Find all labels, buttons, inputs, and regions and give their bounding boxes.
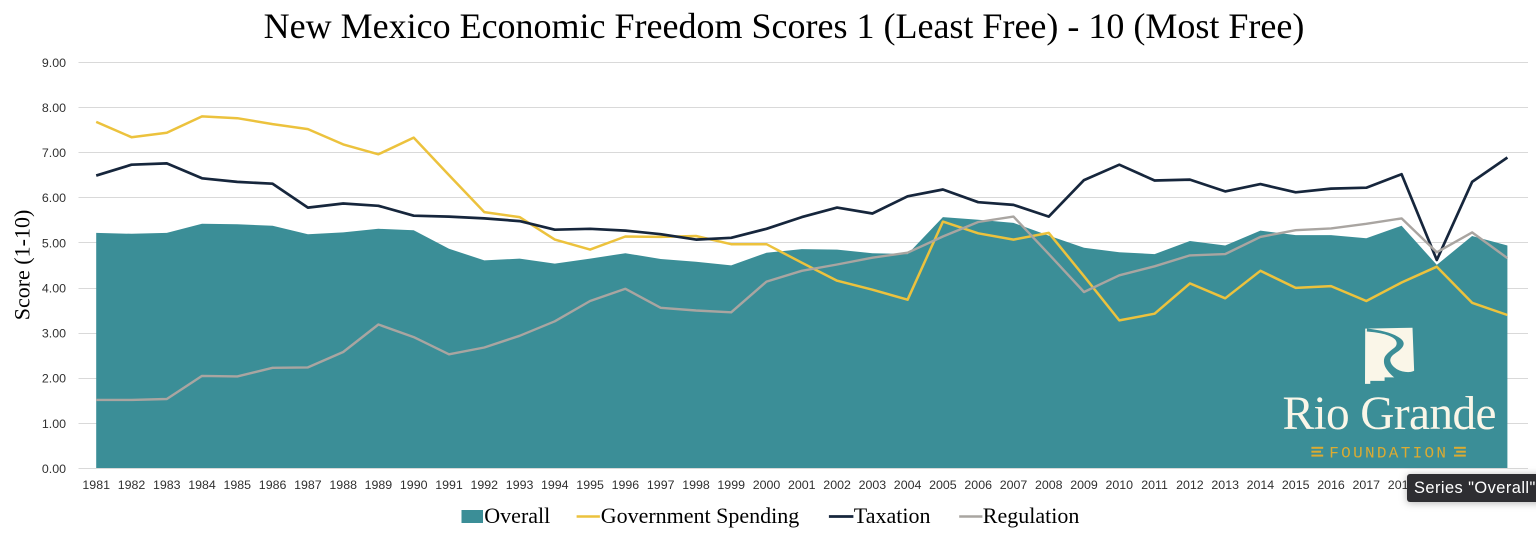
svg-text:2017: 2017 [1353, 478, 1381, 492]
svg-text:Government Spending: Government Spending [601, 503, 800, 528]
svg-text:3.00: 3.00 [42, 327, 66, 341]
svg-text:2015: 2015 [1282, 478, 1310, 492]
svg-text:1984: 1984 [188, 478, 216, 492]
svg-text:2008: 2008 [1035, 478, 1063, 492]
svg-text:1996: 1996 [612, 478, 640, 492]
svg-text:1994: 1994 [541, 478, 569, 492]
svg-text:1998: 1998 [682, 478, 710, 492]
svg-text:Rio Grande: Rio Grande [1283, 388, 1497, 440]
svg-text:1.00: 1.00 [42, 417, 66, 431]
svg-text:1993: 1993 [506, 478, 534, 492]
svg-text:1982: 1982 [118, 478, 146, 492]
svg-text:2000: 2000 [753, 478, 781, 492]
svg-text:1988: 1988 [329, 478, 357, 492]
svg-text:2007: 2007 [1000, 478, 1028, 492]
svg-text:Score (1-10): Score (1-10) [10, 210, 35, 321]
svg-text:2.00: 2.00 [42, 372, 66, 386]
svg-text:1990: 1990 [400, 478, 428, 492]
svg-text:9.00: 9.00 [42, 56, 66, 70]
svg-text:1985: 1985 [224, 478, 252, 492]
svg-text:6.00: 6.00 [42, 191, 66, 205]
svg-text:FOUNDATION: FOUNDATION [1329, 444, 1448, 462]
svg-text:2009: 2009 [1070, 478, 1098, 492]
svg-text:2005: 2005 [929, 478, 957, 492]
svg-text:1987: 1987 [294, 478, 322, 492]
svg-text:2016: 2016 [1317, 478, 1345, 492]
svg-text:1991: 1991 [435, 478, 463, 492]
svg-text:2004: 2004 [894, 478, 922, 492]
svg-text:Regulation: Regulation [983, 503, 1080, 528]
svg-text:Series "Overall": Series "Overall" [1414, 479, 1536, 497]
svg-text:1997: 1997 [647, 478, 675, 492]
svg-text:2001: 2001 [788, 478, 816, 492]
svg-text:4.00: 4.00 [42, 282, 66, 296]
svg-text:New Mexico Economic Freedom Sc: New Mexico Economic Freedom Scores 1 (Le… [264, 6, 1305, 46]
svg-text:2014: 2014 [1247, 478, 1275, 492]
svg-text:5.00: 5.00 [42, 236, 66, 250]
svg-text:1992: 1992 [471, 478, 499, 492]
svg-text:7.00: 7.00 [42, 146, 66, 160]
svg-text:Taxation: Taxation [854, 503, 931, 528]
svg-text:2010: 2010 [1106, 478, 1134, 492]
svg-text:2011: 2011 [1141, 478, 1168, 492]
svg-text:Overall: Overall [484, 503, 550, 528]
svg-text:2006: 2006 [964, 478, 992, 492]
svg-text:1999: 1999 [717, 478, 745, 492]
svg-text:2002: 2002 [823, 478, 851, 492]
svg-text:1989: 1989 [365, 478, 393, 492]
svg-text:1995: 1995 [576, 478, 604, 492]
svg-text:1986: 1986 [259, 478, 287, 492]
svg-text:0.00: 0.00 [42, 462, 66, 476]
svg-text:2013: 2013 [1211, 478, 1239, 492]
svg-text:2012: 2012 [1176, 478, 1204, 492]
svg-text:2003: 2003 [859, 478, 887, 492]
svg-text:1983: 1983 [153, 478, 181, 492]
svg-text:1981: 1981 [82, 478, 110, 492]
svg-text:8.00: 8.00 [42, 101, 66, 115]
